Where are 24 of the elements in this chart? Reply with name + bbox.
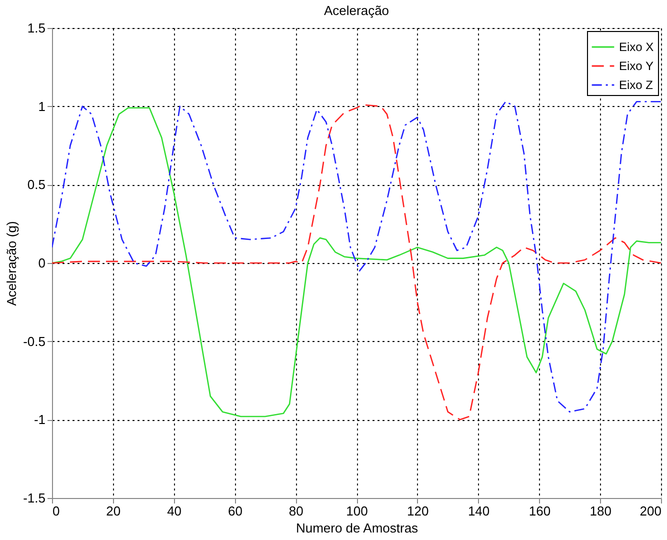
- x-tick-label: 160: [528, 504, 551, 518]
- chart-title: Aceleração: [324, 3, 390, 18]
- y-tick-label: 1: [38, 98, 46, 114]
- x-tick-label: 60: [228, 504, 242, 518]
- legend-label: Eixo Y: [619, 59, 654, 73]
- x-axis-title: Numero de Amostras: [296, 520, 419, 536]
- y-axis-title: Aceleração (g): [4, 221, 20, 306]
- y-tick-label: 0.5: [27, 177, 46, 192]
- y-tick-label: -0.5: [23, 334, 46, 349]
- x-tick-label: 20: [106, 504, 121, 518]
- y-tick-label: -1: [34, 412, 46, 428]
- x-tick-label: 200: [640, 504, 662, 518]
- legend-label: Eixo Z: [619, 78, 654, 92]
- x-tick-label: 100: [346, 504, 368, 518]
- y-tick-label: 0: [38, 256, 46, 270]
- x-tick-label: 140: [468, 504, 490, 518]
- legend-label: Eixo X: [619, 40, 654, 54]
- x-tick-label: 0: [52, 504, 60, 518]
- x-tick-label: 40: [167, 504, 182, 518]
- y-tick-label: -1.5: [23, 490, 46, 506]
- x-tick-label: 120: [407, 504, 429, 518]
- y-tick-label: 1.5: [27, 20, 46, 36]
- x-tick-label: 80: [288, 504, 304, 518]
- x-tick-label: 180: [590, 504, 612, 518]
